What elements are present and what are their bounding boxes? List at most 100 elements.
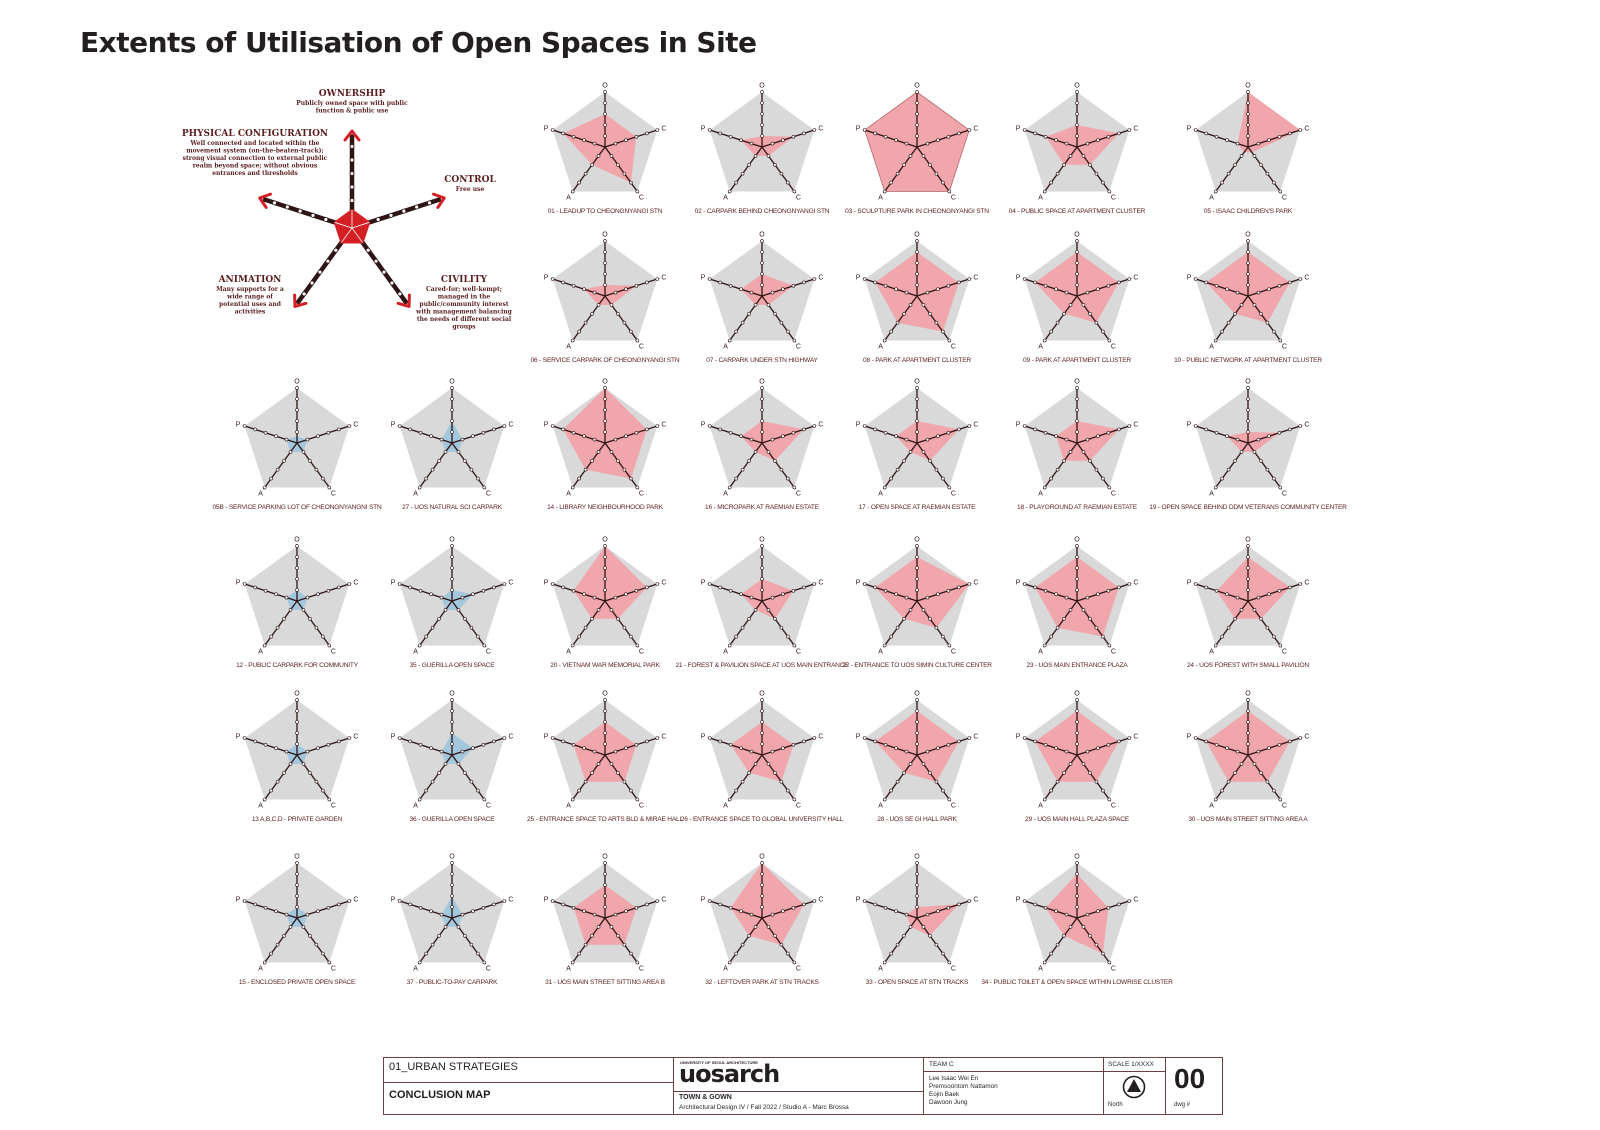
radar-tick — [1062, 162, 1066, 167]
radar-tick — [707, 128, 712, 132]
radar-tick — [1193, 582, 1198, 586]
radar-tick — [242, 582, 247, 586]
radar-tick — [295, 408, 299, 412]
radar-axis-letter: C — [973, 733, 978, 740]
radar-tick — [1075, 577, 1079, 581]
radar-tick — [1193, 128, 1198, 132]
radar-tick — [305, 912, 310, 917]
radar-tick — [616, 616, 620, 621]
radar-chart: O C C A P 15 - ENCLOSED PRIVATE OPEN SPACE — [236, 854, 359, 987]
radar-tick — [603, 555, 607, 559]
radar-tick — [263, 431, 268, 435]
radar-tick — [786, 634, 790, 639]
radar-tick — [921, 450, 926, 454]
radar-axis-letter: C — [508, 579, 513, 586]
radar-axis-letter: A — [878, 344, 883, 351]
radar-tick — [262, 485, 267, 490]
radar-axis-letter: C — [796, 195, 801, 202]
radar-tick — [1106, 135, 1111, 139]
radar-tick — [1022, 277, 1027, 281]
legend-tick — [388, 212, 394, 218]
radar-tick — [347, 899, 352, 903]
radar-tick — [1265, 467, 1270, 472]
radar-chart-label: 23 - UOS MAIN ENTRANCE PLAZA — [1026, 662, 1128, 669]
radar-tick — [1042, 797, 1047, 802]
radar-tick — [928, 933, 932, 938]
radar-tick — [915, 272, 919, 276]
radar-tick — [770, 290, 775, 295]
radar-chart-label: 09 - PARK AT APARTMENT CLUSTER — [1023, 357, 1131, 364]
radar-tick — [424, 476, 428, 481]
radar-axis-letter: P — [701, 421, 706, 428]
radar-tick — [766, 154, 771, 158]
radar-tick — [592, 912, 597, 917]
radar-tick — [337, 739, 341, 744]
radar-tick — [634, 431, 639, 435]
radar-tick — [609, 450, 614, 454]
radar-tick — [936, 746, 940, 751]
radar-tick — [1246, 90, 1250, 94]
radar-tick — [957, 427, 961, 432]
radar-chart: O C C A P 17 - OPEN SPACE AT RAEMIAN ESTATE — [856, 379, 979, 512]
radar-axis-letter: O — [759, 379, 765, 386]
radar-axis-letter: O — [449, 379, 455, 386]
legend-heading: PHYSICAL CONFIGURATION — [182, 129, 328, 139]
radar-tick — [295, 430, 299, 434]
radar-tick — [1220, 634, 1224, 639]
radar-tick — [295, 397, 299, 401]
radar-tick — [1235, 749, 1240, 754]
radar-tick — [895, 467, 900, 472]
radar-tick — [921, 762, 926, 766]
page-title: Extents of Utilisation of Open Spaces in… — [80, 26, 757, 59]
radar-tick — [727, 485, 732, 490]
radar-axis-letter: O — [1074, 379, 1080, 386]
radar-tick — [288, 762, 293, 766]
radar-tick — [915, 112, 919, 116]
radar-tick — [1246, 239, 1250, 243]
radar-tick — [1054, 287, 1058, 292]
radar-tick — [424, 634, 428, 639]
legend-tick — [310, 212, 316, 218]
radar-tick — [902, 458, 906, 463]
radar-tick — [561, 585, 565, 590]
radar-tick — [603, 419, 607, 423]
radar-tick — [967, 582, 972, 586]
radar-axis-letter: A — [1038, 649, 1043, 656]
radar-tick — [873, 585, 877, 590]
radar-tick — [308, 616, 312, 621]
radar-tick — [1085, 141, 1090, 146]
radar-tick — [570, 643, 575, 648]
radar-axis-letter: C — [1282, 195, 1287, 202]
course-detail: Architectural Design IV / Fall 2022 / St… — [679, 1104, 849, 1111]
radar-axis-letter: A — [1038, 195, 1043, 202]
legend-heading: CIVILITY — [441, 275, 488, 285]
legend-tick — [375, 217, 381, 222]
radar-tick — [894, 746, 898, 751]
legend-tick — [284, 204, 290, 210]
radar-axis-letter: O — [914, 379, 920, 386]
radar-tick — [760, 101, 764, 105]
radar-tick — [450, 742, 454, 746]
radar-tick — [1096, 138, 1100, 143]
project-name: 01_URBAN STRATEGIES — [389, 1061, 518, 1073]
radar-tick — [476, 951, 480, 956]
radar-tick — [760, 905, 764, 909]
radar-tick — [802, 280, 806, 285]
radar-tick — [571, 284, 576, 288]
radar-tick — [347, 736, 352, 740]
radar-tick — [469, 625, 474, 630]
radar-value-area — [875, 557, 970, 628]
radar-tick — [1075, 419, 1079, 423]
radar-axis-letter: C — [951, 491, 956, 498]
radar-tick — [295, 742, 299, 746]
radar-tick — [904, 912, 909, 917]
radar-tick — [915, 709, 919, 713]
radar-tick — [1117, 131, 1121, 136]
radar-tick — [308, 933, 312, 938]
legend-arrowhead-icon — [293, 293, 308, 308]
radar-tick — [1075, 239, 1079, 243]
radar-tick — [269, 951, 273, 956]
radar-tick — [773, 616, 777, 621]
radar-tick — [727, 189, 732, 194]
radar-tick — [561, 427, 565, 432]
